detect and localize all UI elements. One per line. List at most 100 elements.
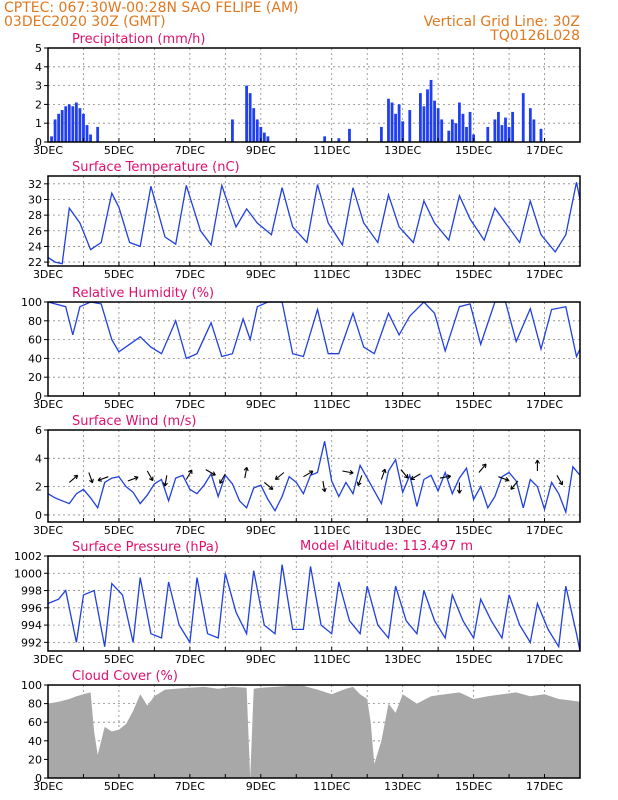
precip-bar-35 <box>433 100 436 142</box>
ytick-label-5-2: 40 <box>28 735 42 748</box>
panel-frame-4 <box>47 555 581 652</box>
precip-bar-14 <box>245 85 249 142</box>
xtick-label-0-4: 11DEC <box>313 144 350 157</box>
ytick-label-0-3: 3 <box>35 80 42 93</box>
precip-bar-53 <box>521 93 525 142</box>
xtick-label-3-0: 3DEC <box>33 524 63 537</box>
ytick-label-4-5: 1002 <box>14 550 42 563</box>
xtick-label-5-3: 9DEC <box>246 780 276 793</box>
precip-bar-5 <box>67 104 71 142</box>
wind-arrow-10 <box>263 481 274 490</box>
precip-bar-0 <box>50 136 53 142</box>
xtick-label-4-2: 7DEC <box>175 653 205 666</box>
precip-bar-17 <box>255 119 259 142</box>
ytick-label-5-1: 20 <box>28 753 42 766</box>
xtick-label-4-1: 5DEC <box>104 653 134 666</box>
panel-frame-1 <box>47 175 581 267</box>
series-line-1 <box>47 182 581 265</box>
xtick-label-5-4: 11DEC <box>313 780 350 793</box>
ytick-label-0-0: 0 <box>35 136 42 149</box>
precip-bar-46 <box>486 126 490 142</box>
precip-bar-48 <box>497 111 500 142</box>
ytick-label-4-0: 992 <box>21 636 42 649</box>
wind-arrow-11 <box>274 472 285 481</box>
ytick-label-0-5: 5 <box>35 42 42 55</box>
panel-title-2: Relative Humidity (%) <box>72 286 214 301</box>
precip-bar-32 <box>422 106 426 142</box>
precip-bar-50 <box>504 117 507 142</box>
precip-bar-24 <box>379 126 383 142</box>
xtick-label-4-7: 17DEC <box>526 653 563 666</box>
precip-bar-23 <box>348 128 351 142</box>
xtick-label-1-7: 17DEC <box>526 268 563 281</box>
xtick-label-2-1: 5DEC <box>104 398 134 411</box>
ytick-label-1-2: 26 <box>28 225 42 238</box>
panel-title-4: Surface Pressure (hPa) <box>72 540 219 555</box>
ytick-label-1-3: 28 <box>28 209 42 222</box>
xtick-label-2-3: 9DEC <box>246 398 276 411</box>
wind-arrow-2 <box>97 476 109 482</box>
ytick-label-2-0: 0 <box>35 390 42 403</box>
xtick-label-0-7: 17DEC <box>526 144 563 157</box>
precip-bar-4 <box>64 106 68 142</box>
xtick-label-3-1: 5DEC <box>104 524 134 537</box>
precip-bar-41 <box>458 102 461 142</box>
xtick-label-1-0: 3DEC <box>33 268 63 281</box>
xtick-label-5-5: 13DEC <box>384 780 421 793</box>
xtick-label-1-3: 9DEC <box>246 268 276 281</box>
wind-arrow-20 <box>456 482 462 494</box>
model-altitude-label: Model Altitude: 113.497 m <box>300 539 473 554</box>
ytick-label-3-1: 2 <box>35 481 42 494</box>
precip-bar-42 <box>461 113 465 142</box>
precip-bar-15 <box>248 93 252 142</box>
precip-bar-6 <box>71 106 75 142</box>
xtick-label-5-0: 3DEC <box>33 780 63 793</box>
panel-frame-5 <box>47 684 581 779</box>
xtick-label-1-6: 15DEC <box>455 268 492 281</box>
precip-bar-56 <box>539 128 543 142</box>
wind-arrow-1 <box>88 472 94 484</box>
ytick-label-1-0: 22 <box>28 256 42 269</box>
panel-frame-0 <box>47 47 581 143</box>
panel-title-0: Precipitation (mm/h) <box>72 32 205 47</box>
ytick-label-1-1: 24 <box>28 240 42 253</box>
xtick-label-2-4: 11DEC <box>313 398 350 411</box>
xtick-label-5-1: 5DEC <box>104 780 134 793</box>
wind-arrow-21 <box>478 463 487 473</box>
wind-arrow-17 <box>400 469 409 479</box>
panel-frame-3 <box>47 429 581 523</box>
series-line-3 <box>47 441 581 515</box>
precip-bar-22 <box>337 138 341 142</box>
xtick-label-5-6: 15DEC <box>455 780 492 793</box>
panel-title-5: Cloud Cover (%) <box>72 669 178 684</box>
precip-bar-16 <box>252 108 256 142</box>
xtick-label-1-2: 7DEC <box>175 268 205 281</box>
xtick-label-3-3: 9DEC <box>246 524 276 537</box>
precip-bar-33 <box>426 89 429 142</box>
xtick-label-5-7: 17DEC <box>526 780 563 793</box>
wind-arrow-16 <box>380 468 387 480</box>
wind-arrow-15 <box>356 475 363 487</box>
ytick-label-1-4: 30 <box>28 193 42 206</box>
panels-group: 0 1 2 3 4 5 3DEC 5DEC 7DEC 9DEC 11DEC 13DEC 15DEC 17D… <box>14 32 581 793</box>
ytick-label-4-4: 1000 <box>14 567 42 580</box>
xtick-label-4-6: 15DEC <box>455 653 492 666</box>
ytick-label-3-2: 4 <box>35 452 42 465</box>
precip-bar-36 <box>436 108 440 142</box>
wind-arrow-0 <box>68 474 79 483</box>
precip-bar-27 <box>394 113 397 142</box>
xtick-label-3-5: 13DEC <box>384 524 421 537</box>
ytick-label-2-5: 100 <box>21 296 42 309</box>
ytick-label-0-4: 4 <box>35 61 42 74</box>
wind-arrow-7 <box>205 469 216 476</box>
precip-bar-40 <box>454 123 458 142</box>
ytick-label-5-5: 100 <box>21 679 42 692</box>
wind-arrow-12 <box>303 470 314 478</box>
panel-title-3: Surface Wind (m/s) <box>72 414 196 429</box>
wind-arrow-9 <box>243 466 249 479</box>
wind-arrow-19 <box>439 474 452 480</box>
ytick-label-2-1: 20 <box>28 371 42 384</box>
precip-bar-25 <box>387 98 390 142</box>
